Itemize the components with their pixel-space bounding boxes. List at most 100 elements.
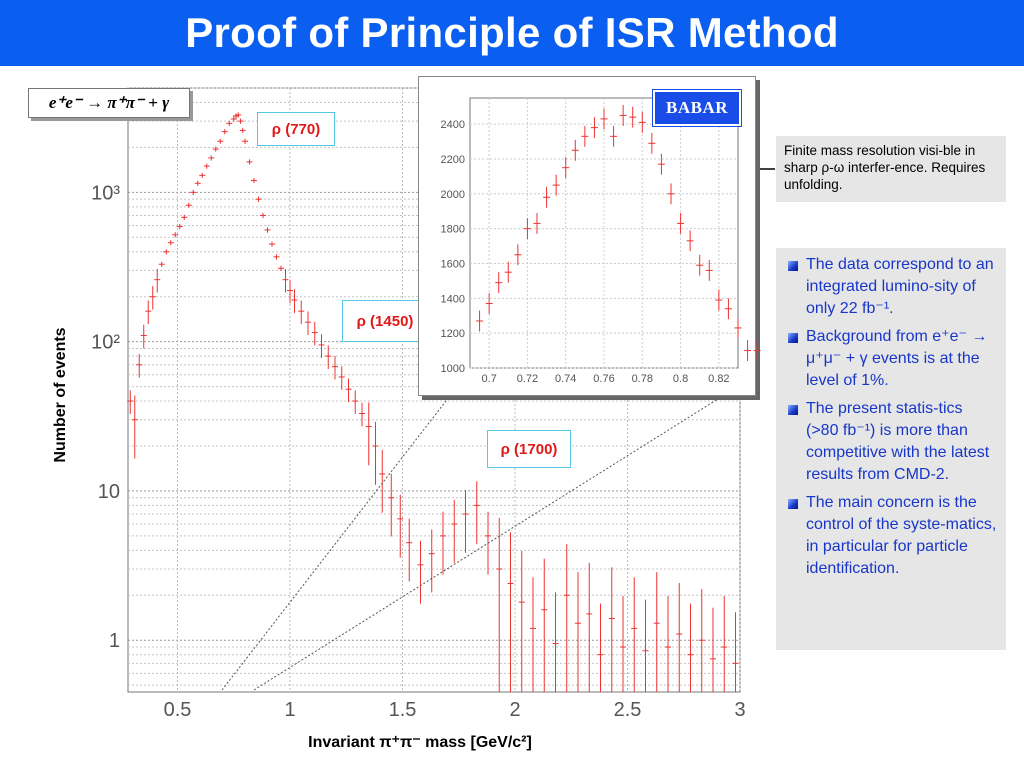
x-axis-label: Invariant π⁺π⁻ mass [GeV/c²] — [250, 732, 590, 758]
data-point — [278, 265, 284, 271]
main-data-points — [127, 112, 739, 692]
data-point — [530, 577, 536, 692]
main-y-tick-label: 10 — [98, 481, 120, 503]
data-point — [325, 345, 332, 369]
data-point — [552, 592, 559, 692]
data-point — [417, 540, 424, 604]
data-point — [251, 177, 257, 184]
data-point — [440, 511, 446, 575]
bullet-item: The present statis-tics (>80 fb⁻¹) is mo… — [784, 398, 998, 486]
resonance-label-1700: ρ (1700) — [487, 430, 571, 468]
data-point — [586, 562, 593, 692]
data-point — [496, 517, 503, 692]
resonance-label-text: ρ (1700) — [500, 440, 558, 458]
data-point — [242, 138, 248, 144]
data-point — [642, 599, 649, 692]
y-axis-label-text: Number of events — [52, 327, 69, 463]
data-point — [203, 163, 210, 169]
data-point — [185, 202, 192, 208]
resonance-label-text: ρ (1450) — [356, 312, 414, 330]
bullet-panel: The data correspond to an integrated lum… — [776, 248, 1006, 650]
data-point — [260, 212, 266, 219]
data-point — [239, 127, 246, 134]
data-point — [246, 159, 253, 165]
data-point — [710, 607, 716, 692]
data-point — [359, 402, 365, 427]
bullet-text: The data correspond to an integrated lum… — [806, 256, 994, 317]
bullet-square-icon — [788, 499, 798, 509]
bullet-square-icon — [788, 333, 798, 343]
data-point — [620, 595, 626, 692]
data-point — [451, 499, 458, 563]
data-point — [172, 232, 179, 238]
data-point — [379, 449, 386, 513]
data-point — [631, 577, 638, 692]
babar-logo-text: BABAR — [665, 98, 728, 117]
page-title: Proof of Principle of ISR Method — [185, 9, 839, 56]
main-tick-labels: 0.5 1 1.5 2 2.5 3 1 10 10² 10³ — [91, 182, 745, 721]
data-point — [428, 529, 435, 593]
bullet-text: The present statis-tics (>80 fb⁻¹) is mo… — [806, 400, 990, 483]
data-point — [176, 224, 183, 230]
data-point — [136, 354, 143, 378]
data-point — [154, 268, 161, 293]
main-x-tick-label: 0.5 — [164, 699, 192, 721]
main-x-tick-label: 1.5 — [389, 699, 417, 721]
data-point — [563, 544, 570, 692]
data-point — [163, 249, 170, 255]
data-point — [372, 421, 379, 485]
data-point — [287, 279, 293, 304]
data-point — [365, 402, 372, 466]
data-point — [721, 595, 728, 692]
data-point — [388, 473, 395, 537]
data-point — [575, 572, 581, 692]
data-point — [255, 196, 262, 202]
zoom-guide-line — [221, 369, 471, 691]
reaction-label-text: e⁺e⁻ → π⁺π⁻ + γ — [48, 93, 170, 112]
main-x-tick-label: 2.5 — [614, 699, 642, 721]
main-y-tick-label: 10² — [91, 332, 120, 354]
data-point — [140, 324, 147, 349]
data-point — [318, 334, 325, 358]
resolution-note: Finite mass resolution visi-ble in sharp… — [776, 136, 1006, 202]
data-point — [345, 378, 352, 403]
data-point — [698, 589, 705, 692]
bullet-text: The main concern is the control of the s… — [806, 494, 997, 577]
data-point — [473, 481, 480, 545]
data-point — [221, 129, 228, 135]
data-point — [541, 558, 548, 692]
zoom-guide-line — [253, 381, 746, 691]
data-point — [158, 261, 165, 267]
babar-logo: BABAR — [652, 89, 742, 127]
data-point — [127, 390, 134, 414]
main-x-tick-label: 2 — [509, 699, 520, 721]
resonance-label-1450: ρ (1450) — [342, 300, 428, 342]
data-point — [282, 268, 289, 293]
data-point — [653, 572, 660, 692]
data-point — [305, 311, 311, 336]
data-point — [190, 189, 197, 195]
data-point — [332, 355, 338, 380]
data-point — [608, 567, 615, 692]
data-point — [194, 180, 201, 186]
title-bar: Proof of Principle of ISR Method — [0, 0, 1024, 66]
y-axis-label: Number of events — [26, 310, 96, 480]
data-point — [237, 118, 244, 124]
data-point — [676, 582, 683, 692]
data-point — [208, 155, 215, 161]
bullet-square-icon — [788, 261, 798, 271]
data-point — [149, 285, 156, 310]
data-point — [597, 603, 604, 692]
x-axis-label-text: Invariant π⁺π⁻ mass [GeV/c²] — [308, 734, 532, 751]
data-point — [269, 241, 275, 247]
data-point — [338, 366, 345, 390]
data-point — [264, 227, 271, 233]
data-point — [665, 595, 671, 692]
data-point — [167, 240, 174, 246]
data-point — [235, 112, 242, 118]
main-y-tick-label: 1 — [109, 630, 120, 652]
resonance-label-text: ρ (770) — [271, 120, 321, 138]
data-point — [230, 116, 237, 122]
bullet-square-icon — [788, 405, 798, 415]
data-point — [131, 395, 138, 459]
